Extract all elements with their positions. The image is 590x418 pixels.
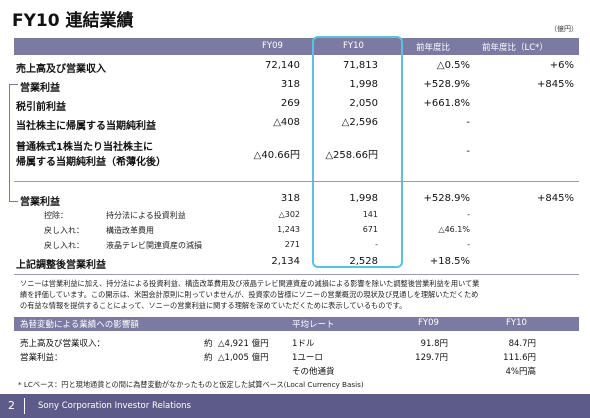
row-label-eps-line1: 普通株式1株当たり当社株主に	[16, 142, 153, 153]
adj-total-fy09: 2,134	[271, 256, 300, 267]
adj-item-yoy: -	[467, 210, 470, 219]
fx-row-label: 営業利益：	[20, 353, 63, 363]
row-pretax-yoy: +661.8%	[423, 98, 470, 109]
adj-item-yoy: -	[467, 240, 470, 249]
adj-op-fy09: 318	[280, 193, 300, 204]
fx-header-bar	[14, 317, 579, 331]
table-header-bar	[14, 38, 579, 55]
row-sales-yoy-lc: +6%	[549, 60, 574, 71]
fy10-highlight-frame	[312, 36, 403, 268]
adj-item-yoy: △46.1%	[438, 225, 470, 234]
page-number: 2	[8, 399, 15, 412]
fx-header-fy09: FY09	[418, 318, 439, 328]
row-net-fy10: △2,596	[341, 117, 378, 128]
adj-item-fy09: △302	[278, 210, 300, 219]
footer-divider	[24, 398, 25, 414]
adj-op-fy10: 1,998	[349, 193, 378, 204]
row-eps-fy10: △258.66円	[325, 150, 378, 161]
adj-item-label: 構造改革費用	[106, 226, 154, 235]
adj-item-fy09: 271	[284, 240, 300, 249]
fx-row-fy09: 91.8円	[420, 339, 448, 349]
adj-total-yoy: +18.5%	[429, 256, 470, 267]
row-pretax-fy09: 269	[280, 98, 300, 109]
row-op-fy09: 318	[280, 79, 300, 90]
row-op-yoy: +528.9%	[423, 79, 470, 90]
note-line: ソニーは営業利益に加え、持分法による投資利益、構造改革費用及び液晶テレビ関連資産…	[20, 279, 480, 288]
adj-total-label: 上記調整後営業利益	[16, 260, 106, 271]
row-op-yoy-lc: +845%	[537, 79, 574, 90]
adj-item-fy10: -	[375, 240, 378, 249]
page-title: FY10 連結業績	[12, 11, 134, 31]
adj-item-prefix: 戻し入れ：	[44, 226, 84, 235]
col-header-fy10: FY10	[343, 41, 364, 51]
fx-row-amount: △4,921 億円	[218, 339, 269, 349]
adj-label-operating-income: 営業利益	[20, 197, 60, 208]
col-header-yoy: 前年度比	[416, 43, 451, 53]
fx-row-fy10: 4%円高	[505, 367, 537, 377]
row-label-operating-income: 営業利益	[20, 83, 60, 94]
adj-item-prefix: 控除：	[44, 211, 68, 220]
unit-label: （億円）	[550, 25, 578, 33]
adj-op-yoy: +528.9%	[423, 193, 470, 204]
row-label-eps-line2: 帰属する当期純利益（希薄化後）	[16, 157, 166, 168]
adj-op-yoy-lc: +845%	[537, 193, 574, 204]
fx-footnote: * LCベース：円と現地通貨との間に為替変動がなかったものと仮定した試算ベース(…	[18, 380, 364, 389]
fx-row-prefix: 約	[204, 353, 213, 363]
row-net-fy09: △408	[273, 117, 300, 128]
adj-item-fy10: 141	[362, 210, 378, 219]
adj-item-label: 液晶テレビ関連資産の減損	[106, 241, 202, 250]
row-sales-fy10: 71,813	[343, 60, 378, 71]
row-label-sales: 売上高及び営業収入	[16, 64, 106, 75]
col-header-yoy-lc: 前年度比（LC*）	[482, 43, 548, 53]
note-line: 績を評価しています。この開示は、米国会計原則に則っていませんが、投資家の皆様にソ…	[20, 290, 479, 299]
adj-item-prefix: 戻し入れ：	[44, 241, 84, 250]
fx-row-currency: 1ドル	[292, 339, 315, 349]
fx-header-fy10: FY10	[506, 318, 527, 328]
section-divider	[14, 181, 579, 182]
note-line: の有益な情報を提供することによって、ソニーの営業利益に関する理解を深めていただく…	[20, 301, 407, 310]
row-eps-fy09: △40.66円	[253, 150, 300, 161]
adj-total-fy10: 2,528	[349, 256, 378, 267]
col-header-fy09: FY09	[262, 41, 283, 51]
fx-row-label: 売上高及び営業収入：	[20, 339, 106, 349]
fx-row-currency: 1ユーロ	[292, 353, 323, 363]
fx-row-currency: その他通貨	[292, 367, 335, 377]
row-pretax-fy10: 2,050	[349, 98, 378, 109]
fx-row-fy09: 129.7円	[415, 353, 448, 363]
row-sales-fy09: 72,140	[265, 60, 300, 71]
row-net-yoy: -	[466, 117, 470, 128]
fx-row-fy10: 111.6円	[503, 353, 536, 363]
row-op-fy10: 1,998	[349, 79, 378, 90]
footer-company: Sony Corporation Investor Relations	[38, 401, 191, 411]
row-label-net-income: 当社株主に帰属する当期純利益	[16, 121, 156, 132]
op-income-bracket	[9, 84, 18, 202]
row-eps-yoy: -	[466, 146, 470, 157]
row-label-pretax: 税引前利益	[16, 102, 66, 113]
footer-bar	[0, 394, 590, 418]
fx-row-prefix: 約	[204, 339, 213, 349]
notes-divider	[14, 274, 579, 275]
fx-row-amount: △1,005 億円	[218, 353, 269, 363]
adj-item-fy09: 1,243	[277, 225, 300, 234]
fx-header-impact: 為替変動による業績への影響額	[20, 320, 139, 330]
adj-item-label: 持分法による投資利益	[106, 211, 186, 220]
fx-row-fy10: 84.7円	[508, 339, 536, 349]
fx-header-rate: 平均レート	[292, 320, 335, 330]
row-sales-yoy: △0.5%	[436, 60, 470, 71]
adj-item-fy10: 671	[362, 225, 378, 234]
